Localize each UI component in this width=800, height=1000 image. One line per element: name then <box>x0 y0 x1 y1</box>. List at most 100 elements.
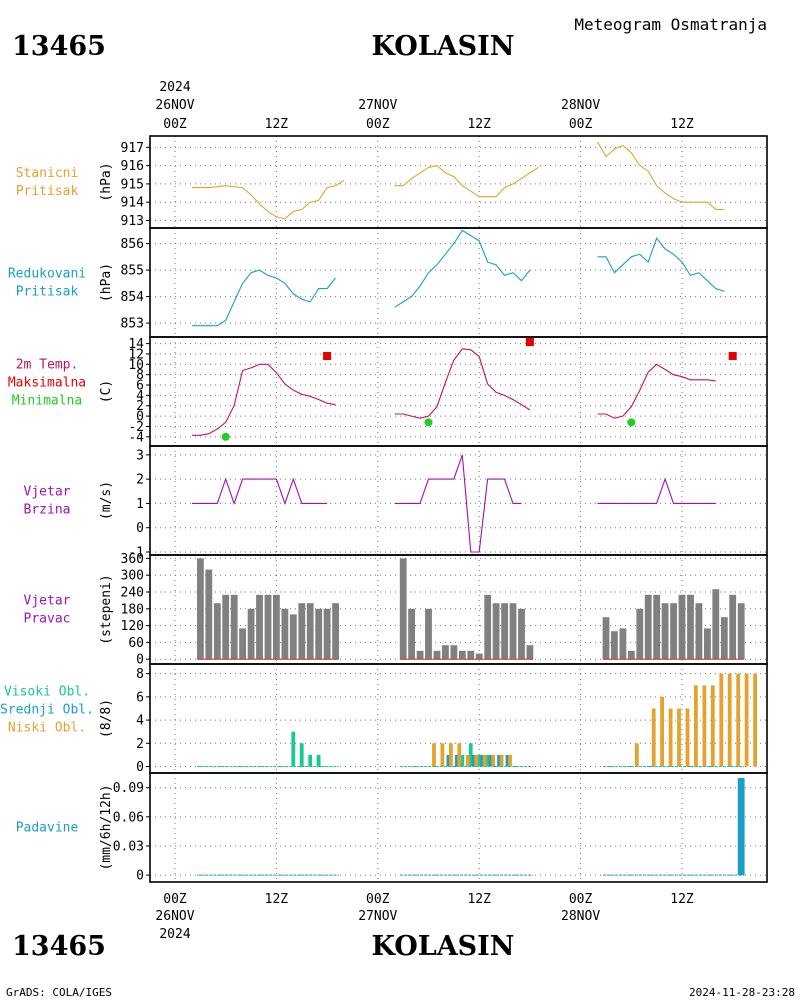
x-date-top-0: 26NOV <box>155 98 194 113</box>
ytick-wind_speed-0: -1 <box>128 546 144 561</box>
series-clouds-1-bar-1 <box>454 754 459 767</box>
x-date-bottom-0: 26NOV <box>155 909 194 924</box>
series-wind_dir-0-bar-21 <box>433 650 441 660</box>
series-wind_dir-0-bar-12 <box>298 603 306 660</box>
series-wind_speed-0-seg-0 <box>191 477 328 506</box>
ytick-wind_dir-4: 240 <box>121 586 144 601</box>
ytick-clouds-3: 6 <box>136 690 144 705</box>
series-wind_dir-0-bar-28 <box>492 603 500 660</box>
ytick-temp-5: 6 <box>136 379 144 394</box>
series-clouds-0-bar-2 <box>308 754 313 767</box>
ytick-wind_speed-1: 0 <box>136 521 144 536</box>
x-tick-top-5: 12Z <box>670 117 694 132</box>
series-clouds-1-bar-3 <box>480 754 485 767</box>
panel-redpressure: 853 854 855 856 Redukovani Pritisak (hPa) <box>8 227 768 338</box>
series-wind_dir-0-bar-6 <box>247 608 255 660</box>
ytick-pressure-4: 917 <box>121 141 144 156</box>
series-wind_dir-0-bar-1 <box>205 569 213 660</box>
ytick-temp-4: 4 <box>136 389 144 404</box>
series-wind_dir-0-bar-38 <box>644 594 652 660</box>
series-clouds-2-bar-5 <box>474 754 479 767</box>
credit-text: GrADS: COLA/IGES <box>6 986 112 999</box>
series-wind_dir-0-bar-26 <box>475 653 483 660</box>
series-wind_dir-0-bar-35 <box>619 628 627 660</box>
series-clouds-0-bar-5 <box>468 743 473 767</box>
series-clouds-2-bar-18 <box>710 685 715 767</box>
station-id-top: 13465 <box>12 31 106 62</box>
product-title: Meteogram Osmatranja <box>574 15 767 34</box>
ytick-pressure-0: 913 <box>121 214 144 229</box>
series-wind_dir-0-bar-41 <box>670 603 677 660</box>
series-wind_dir-0-bar-5 <box>239 628 246 660</box>
series-precip-0-bar-0 <box>737 778 745 876</box>
series-wind_dir-0-bar-10 <box>281 608 289 660</box>
series-wind_dir-0-bar-37 <box>636 608 644 660</box>
ytick-precip-0: 0 <box>136 869 144 884</box>
series-wind_dir-0-bar-17 <box>399 558 407 660</box>
ytick-wind_dir-0: 0 <box>136 653 144 668</box>
series-clouds-0-bar-0 <box>291 731 296 767</box>
x-year-bottom-0: 2024 <box>159 927 190 942</box>
panel-precip: 0 0.03 0.06 0.09 Padavine (mm/6h/12h) <box>16 772 768 884</box>
series-wind_dir-0-bar-44 <box>695 603 703 660</box>
series-clouds-2-bar-22 <box>744 673 749 767</box>
series-clouds-2-bar-6 <box>482 754 487 767</box>
station-name-top: KOLASIN <box>371 31 514 62</box>
series-clouds-2-bar-20 <box>727 673 732 767</box>
label-wind_dir-1: Pravac <box>24 612 71 627</box>
frame-wind_speed <box>149 445 768 556</box>
series-wind_dir-0-bar-27 <box>484 594 492 660</box>
series-wind_dir-0-bar-18 <box>408 608 415 660</box>
series-wind_dir-0-bar-13 <box>306 603 314 660</box>
x-date-bottom-2: 27NOV <box>358 909 397 924</box>
label-pressure-1: Pritisak <box>16 184 79 199</box>
series-wind_dir-0-bar-25 <box>467 650 475 660</box>
label-wind_dir-0: Vjetar <box>24 594 71 609</box>
series-clouds-1-bar-5 <box>497 754 501 767</box>
ytick-temp-2: 0 <box>136 410 144 425</box>
series-wind_dir-0-bar-33 <box>602 617 610 660</box>
x-tick-bottom-2: 00Z <box>366 892 390 907</box>
series-wind_dir-0-bar-34 <box>611 631 618 660</box>
series-wind_dir-0-bar-4 <box>230 594 238 660</box>
series-wind_dir-0-bar-16 <box>332 603 339 660</box>
series-clouds-2-bar-13 <box>668 708 673 767</box>
series-clouds-2-bar-11 <box>651 708 656 767</box>
series-clouds-2-bar-14 <box>677 708 681 767</box>
series-pressure-0-seg-2 <box>597 141 725 211</box>
series-temp-2-pt-2 <box>627 418 636 427</box>
series-clouds-2-bar-0 <box>432 743 436 767</box>
x-date-top-2: 27NOV <box>358 98 397 113</box>
label-temp-1: Maksimalna <box>8 376 86 391</box>
ytick-wind_dir-2: 120 <box>121 619 144 634</box>
series-wind_dir-0-bar-2 <box>213 603 221 660</box>
series-clouds-1-bar-2 <box>471 754 476 767</box>
units-temp: (C) <box>99 380 114 403</box>
units-precip: (mm/6h/12h) <box>99 784 114 870</box>
series-wind_dir-0-bar-11 <box>289 614 297 660</box>
series-clouds-2-bar-10 <box>634 743 639 767</box>
series-redpressure-0-seg-1 <box>394 229 531 308</box>
x-tick-top-4: 00Z <box>569 117 593 132</box>
units-redpressure: (hPa) <box>99 263 114 302</box>
ytick-pressure-2: 915 <box>121 177 144 192</box>
frame-precip <box>149 772 768 883</box>
ytick-temp-8: 12 <box>128 347 144 362</box>
ytick-precip-3: 0.09 <box>113 781 144 796</box>
series-clouds-2-bar-19 <box>719 673 724 767</box>
ytick-precip-2: 0.06 <box>113 810 144 825</box>
x-tick-bottom-4: 00Z <box>569 892 593 907</box>
series-wind_dir-0-bar-36 <box>627 650 635 660</box>
x-tick-bottom-0: 00Z <box>163 892 187 907</box>
series-clouds-0-bar-6 <box>477 754 482 767</box>
series-wind_dir-0-bar-23 <box>450 645 458 660</box>
series-wind_dir-0-bar-9 <box>273 594 280 660</box>
series-clouds-2-bar-4 <box>465 754 470 767</box>
panel-clouds: 0 2 4 6 8 Visoki Obl. Srednji Obl. Niski Obl. (8… <box>0 663 768 775</box>
x-year-top-0: 2024 <box>159 80 190 95</box>
series-temp-0-seg-1 <box>394 348 531 419</box>
label-redpressure-1: Pritisak <box>16 285 79 300</box>
ytick-wind_dir-3: 180 <box>121 602 144 617</box>
ytick-pressure-3: 916 <box>121 159 144 174</box>
